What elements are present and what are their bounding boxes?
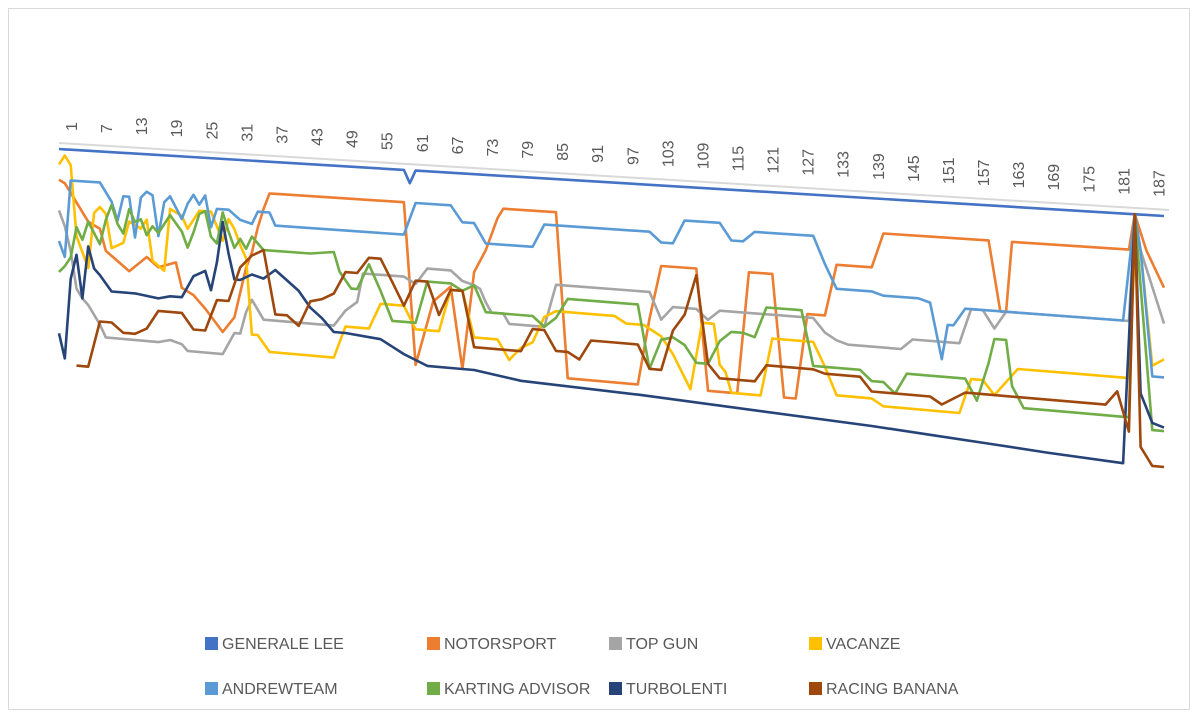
- legend-label: VACANZE: [826, 636, 900, 653]
- legend-item: GENERALE LEE: [205, 636, 344, 653]
- x-tick-label: 127: [801, 149, 818, 176]
- x-tick-label: 55: [380, 132, 397, 150]
- legend-item: KARTING ADVISOR: [427, 681, 590, 698]
- legend-label: KARTING ADVISOR: [444, 681, 590, 698]
- legend-label: TURBOLENTI: [626, 681, 727, 698]
- legend-label: TOP GUN: [626, 636, 698, 653]
- series-line-turbolenti: [57, 212, 1165, 465]
- legend-item: TURBOLENTI: [609, 681, 727, 698]
- legend-item: ANDREWTEAM: [205, 681, 338, 698]
- x-tick-label: 67: [450, 136, 467, 154]
- x-tick-label: 151: [941, 157, 958, 184]
- x-tick-label: 25: [204, 122, 221, 140]
- series-line-top-gun: [57, 209, 1166, 356]
- series-line-vacanze: [57, 154, 1165, 415]
- legend-swatch: [609, 637, 622, 650]
- x-tick-label: 13: [134, 117, 151, 135]
- legend-swatch: [809, 682, 822, 695]
- x-tick-label: 187: [1151, 170, 1168, 197]
- x-tick-label: 43: [310, 128, 327, 146]
- legend-label: NOTORSPORT: [444, 636, 557, 653]
- x-tick-label: 181: [1116, 168, 1133, 195]
- legend-swatch: [205, 637, 218, 650]
- x-tick-label: 31: [239, 124, 256, 142]
- x-tick-label: 7: [99, 124, 116, 133]
- x-axis: [58, 142, 1170, 211]
- legend-swatch: [427, 682, 440, 695]
- series-line-andrewteam: [57, 179, 1165, 379]
- x-tick-label: 103: [660, 140, 677, 167]
- x-tick-label: 145: [906, 155, 923, 182]
- legend: GENERALE LEE NOTORSPORT TOP GUN VACANZE ANDR…: [205, 636, 959, 698]
- x-tick-label: 133: [836, 151, 853, 178]
- legend-label: RACING BANANA: [826, 681, 959, 698]
- legend-swatch: [809, 637, 822, 650]
- legend-swatch: [609, 682, 622, 695]
- x-tick-label: 61: [415, 134, 432, 152]
- series-line-notorsport: [58, 178, 1166, 400]
- legend-item: VACANZE: [809, 636, 900, 653]
- x-tick-label: 73: [485, 139, 502, 157]
- legend-item: RACING BANANA: [809, 681, 959, 698]
- x-tick-label: 97: [625, 147, 642, 165]
- x-tick-label: 163: [1011, 162, 1028, 189]
- x-tick-label: 85: [555, 143, 572, 161]
- x-tick-label: 49: [345, 130, 362, 148]
- x-tick-label: 157: [976, 160, 993, 187]
- x-tick-label: 139: [871, 153, 888, 180]
- series-line-generale-lee: [58, 147, 1165, 218]
- series-lines: [57, 147, 1166, 469]
- x-tick-label: 79: [520, 141, 537, 159]
- legend-label: ANDREWTEAM: [222, 681, 338, 698]
- legend-swatch: [427, 637, 440, 650]
- x-tick-label: 91: [590, 145, 607, 163]
- x-tick-label: 19: [169, 119, 186, 137]
- legend-label: GENERALE LEE: [222, 636, 344, 653]
- legend-item: NOTORSPORT: [427, 636, 557, 653]
- legend-swatch: [205, 682, 218, 695]
- rank-line-chart: 1 7 13 19 25 31 37 43 49 55 61 67 73 79 85 91 97 103 109 11…: [57, 117, 1170, 698]
- x-tick-label: 169: [1046, 164, 1063, 191]
- x-tick-label: 121: [766, 147, 783, 174]
- x-tick-label: 175: [1081, 166, 1098, 193]
- x-tick-label: 1: [64, 122, 81, 131]
- x-tick-labels: 1 7 13 19 25 31 37 43 49 55 61 67 73 79 85 91 97 103 109 11…: [64, 117, 1168, 197]
- series-line-racing-banana: [76, 212, 1165, 469]
- x-tick-label: 109: [695, 142, 712, 169]
- x-tick-label: 115: [731, 146, 748, 172]
- x-tick-label: 37: [274, 126, 291, 144]
- legend-item: TOP GUN: [609, 636, 698, 653]
- x-axis-line: [58, 142, 1170, 211]
- chart-frame: 1 7 13 19 25 31 37 43 49 55 61 67 73 79 85 91 97 103 109 11…: [8, 8, 1190, 710]
